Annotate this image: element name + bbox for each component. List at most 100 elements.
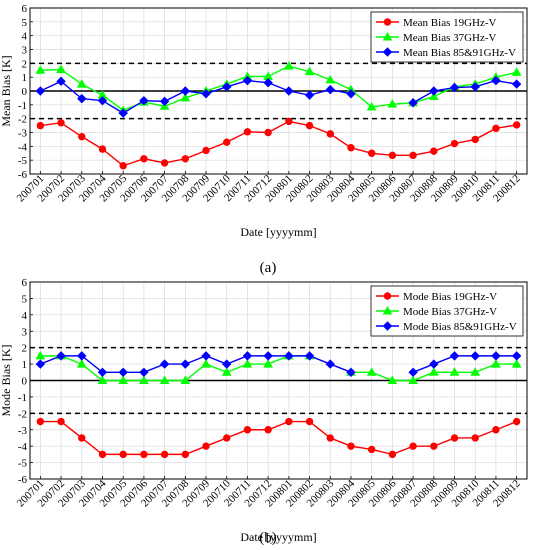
point-3-200711 xyxy=(242,351,253,361)
point-1-200804 xyxy=(347,442,355,450)
point-2-200710 xyxy=(221,367,232,376)
point-2-200708 xyxy=(180,92,191,102)
point-3-200803 xyxy=(325,359,335,369)
point-1-200809 xyxy=(450,434,459,442)
point-1-200707 xyxy=(160,159,169,167)
y-axis-label: Mean Bias [K] xyxy=(0,55,13,126)
point-3-200709 xyxy=(201,89,211,99)
legend: Mode Bias 19GHz-V Mode Bias 37GHz-V Mode B… xyxy=(370,285,524,337)
point-2-200707 xyxy=(159,375,170,384)
point-3-200702 xyxy=(56,76,66,87)
series-2 xyxy=(35,61,522,114)
point-2-200703 xyxy=(76,79,87,88)
series-2 xyxy=(35,350,522,384)
y-tick-label-0: -6 xyxy=(18,474,28,486)
y-tick-label-11: 5 xyxy=(22,17,28,29)
point-3-200711 xyxy=(242,75,253,86)
series-line-1 xyxy=(40,120,517,167)
y-tick-label-9: 3 xyxy=(22,45,28,57)
point-1-200709 xyxy=(202,442,210,450)
point-2-200708 xyxy=(180,375,191,384)
point-3-200808 xyxy=(429,359,439,369)
point-2-200701 xyxy=(35,65,46,74)
point-1-200711 xyxy=(243,128,252,136)
point-1-200711 xyxy=(243,426,252,434)
point-1-200712 xyxy=(264,426,272,434)
point-3-200703 xyxy=(77,351,87,361)
point-1-200705 xyxy=(119,450,127,459)
point-3-200705 xyxy=(118,367,128,377)
point-3-200701 xyxy=(35,359,46,369)
point-1-200710 xyxy=(223,434,231,442)
point-1-200807 xyxy=(409,151,417,160)
point-3-200707 xyxy=(159,359,170,369)
chart-panel-2: -6-5-4-3-2-10123456200701200702200703200… xyxy=(0,277,528,546)
point-3-200705 xyxy=(118,108,128,118)
y-tick-label-1: -5 xyxy=(18,458,28,470)
point-1-200705 xyxy=(119,162,127,170)
legend-marker-3 xyxy=(382,47,393,57)
point-1-200702 xyxy=(57,417,65,426)
point-3-200712 xyxy=(263,351,273,361)
point-2-200806 xyxy=(387,99,398,108)
point-2-200803 xyxy=(325,74,336,84)
legend-entry-3: Mean Bias 85&91GHz-V xyxy=(403,47,516,59)
point-3-200706 xyxy=(139,367,149,377)
y-tick-label-12: 6 xyxy=(22,277,28,289)
point-3-200708 xyxy=(180,359,191,369)
point-2-200812 xyxy=(511,359,522,368)
point-3-200811 xyxy=(491,351,501,361)
point-2-200811 xyxy=(491,359,501,368)
point-3-200702 xyxy=(56,351,66,361)
point-1-200805 xyxy=(367,149,376,157)
point-3-200807 xyxy=(408,98,418,108)
y-tick-label-8: 2 xyxy=(22,58,28,70)
y-tick-label-5: -1 xyxy=(18,100,27,112)
point-1-200808 xyxy=(430,147,438,155)
legend: Mean Bias 19GHz-V Mean Bias 37GHz-V Mean B… xyxy=(370,11,524,63)
legend-entry-2: Mode Bias 37GHz-V xyxy=(403,306,497,318)
point-1-200701 xyxy=(36,417,45,426)
x-axis-label: Date [yyyymm] xyxy=(240,530,316,544)
point-2-200805 xyxy=(366,101,377,111)
legend-entry-1: Mean Bias 19GHz-V xyxy=(403,17,497,29)
point-1-200802 xyxy=(305,417,314,426)
y-tick-label-4: -2 xyxy=(18,408,27,420)
point-2-200705 xyxy=(118,375,129,384)
legend-marker-2 xyxy=(382,305,393,315)
y-tick-label-6: 0 xyxy=(22,86,28,98)
point-1-200803 xyxy=(326,434,334,442)
point-1-200804 xyxy=(347,144,355,152)
point-2-200802 xyxy=(304,66,315,76)
point-2-200703 xyxy=(76,359,87,368)
point-3-200706 xyxy=(139,95,149,106)
point-1-200810 xyxy=(471,434,479,442)
panel-label: (b) xyxy=(259,530,277,546)
point-3-200811 xyxy=(491,75,501,86)
point-3-200703 xyxy=(77,93,87,104)
y-tick-label-2: -4 xyxy=(18,441,28,453)
point-3-200810 xyxy=(470,82,480,92)
point-1-200702 xyxy=(57,119,65,127)
point-3-200709 xyxy=(201,351,211,361)
point-3-200712 xyxy=(263,77,273,88)
point-1-200704 xyxy=(98,145,107,153)
point-2-200711 xyxy=(242,359,253,368)
point-3-200802 xyxy=(304,351,315,361)
y-tick-label-5: -1 xyxy=(18,392,27,404)
point-3-200701 xyxy=(35,86,46,96)
point-3-200803 xyxy=(325,84,335,95)
y-tick-label-0: -6 xyxy=(18,169,28,181)
point-1-200707 xyxy=(160,450,169,459)
legend-entry-3: Mode Bias 85&91GHz-V xyxy=(403,321,517,333)
point-3-200812 xyxy=(511,79,522,89)
point-3-200807 xyxy=(408,367,418,377)
y-tick-label-7: 1 xyxy=(22,359,28,371)
point-1-200703 xyxy=(78,132,86,141)
y-tick-label-1: -5 xyxy=(18,155,28,167)
y-axis-label: Mode Bias [K] xyxy=(0,345,13,417)
point-1-200805 xyxy=(367,445,376,454)
point-2-200808 xyxy=(428,367,439,376)
point-3-200802 xyxy=(304,90,315,100)
point-3-200804 xyxy=(346,367,356,377)
